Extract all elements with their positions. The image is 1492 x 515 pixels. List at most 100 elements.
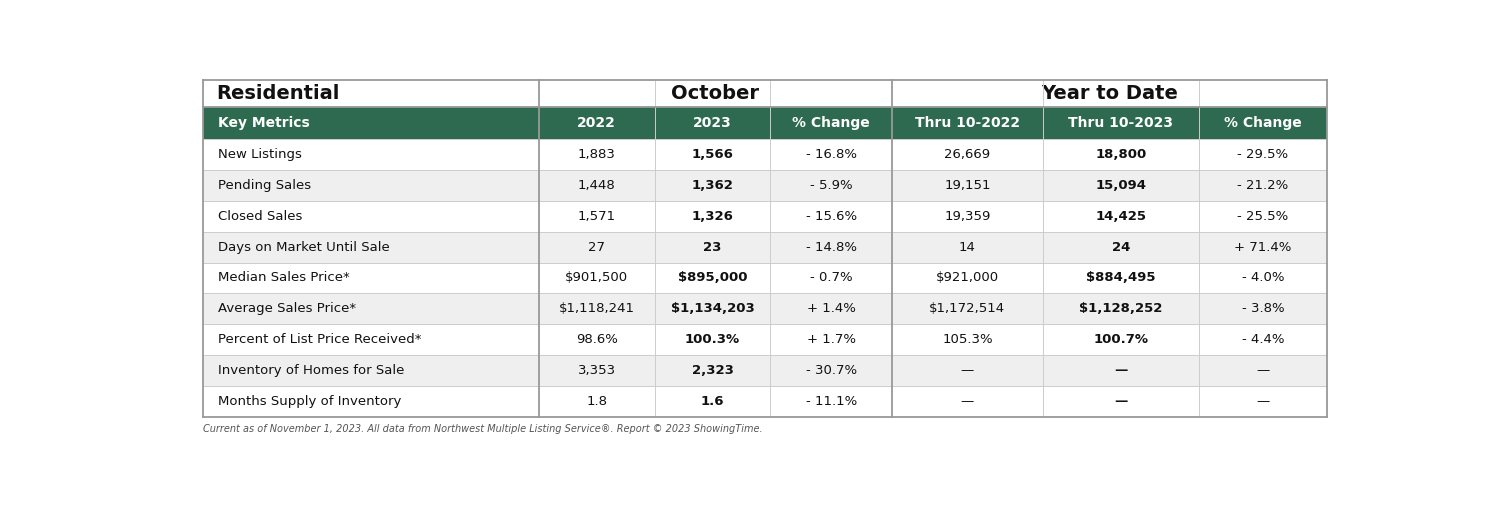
Bar (203, 232, 539, 263)
Bar (655, 170, 770, 201)
Bar (203, 263, 539, 294)
Text: Percent of List Price Received*: Percent of List Price Received* (218, 333, 421, 346)
Bar (1200, 232, 1326, 263)
Bar (892, 170, 1043, 201)
Text: 100.7%: 100.7% (1094, 333, 1149, 346)
Text: 18,800: 18,800 (1095, 148, 1146, 161)
Bar (1200, 355, 1326, 386)
Bar (770, 386, 892, 417)
Text: 1,326: 1,326 (692, 210, 734, 223)
Text: $1,128,252: $1,128,252 (1079, 302, 1162, 315)
Text: $1,172,514: $1,172,514 (930, 302, 1006, 315)
Text: - 3.8%: - 3.8% (1241, 302, 1285, 315)
Text: —: — (961, 364, 974, 377)
Bar (1043, 232, 1200, 263)
Bar (655, 139, 770, 170)
Bar (539, 263, 655, 294)
Bar (203, 80, 539, 107)
Text: Key Metrics: Key Metrics (218, 116, 309, 130)
Bar (770, 294, 892, 324)
Text: 1,571: 1,571 (577, 210, 616, 223)
Bar (1043, 201, 1200, 232)
Text: 100.3%: 100.3% (685, 333, 740, 346)
Bar (1043, 386, 1200, 417)
Bar (892, 139, 1043, 170)
Bar (655, 324, 770, 355)
Bar (539, 232, 655, 263)
Bar (770, 170, 892, 201)
Bar (1043, 355, 1200, 386)
Text: $895,000: $895,000 (677, 271, 747, 284)
Bar (892, 263, 1043, 294)
Bar (539, 324, 655, 355)
Text: 27: 27 (588, 241, 606, 253)
Text: New Listings: New Listings (218, 148, 301, 161)
Bar (539, 386, 655, 417)
Bar (539, 170, 655, 201)
Text: —: — (1256, 395, 1270, 408)
Text: $901,500: $901,500 (565, 271, 628, 284)
Bar (770, 232, 892, 263)
Bar (539, 201, 655, 232)
Bar (1043, 263, 1200, 294)
Text: Months Supply of Inventory: Months Supply of Inventory (218, 395, 401, 408)
Text: 23: 23 (703, 241, 722, 253)
Text: - 29.5%: - 29.5% (1237, 148, 1289, 161)
Bar (1043, 170, 1200, 201)
Text: Residential: Residential (216, 83, 340, 102)
Text: - 25.5%: - 25.5% (1237, 210, 1289, 223)
Bar (770, 107, 892, 139)
Bar (539, 294, 655, 324)
Text: $921,000: $921,000 (935, 271, 1000, 284)
Text: - 14.8%: - 14.8% (806, 241, 856, 253)
Text: - 0.7%: - 0.7% (810, 271, 852, 284)
Text: Inventory of Homes for Sale: Inventory of Homes for Sale (218, 364, 404, 377)
Text: 19,151: 19,151 (944, 179, 991, 192)
Bar (203, 294, 539, 324)
Text: Thru 10-2022: Thru 10-2022 (915, 116, 1021, 130)
Bar (655, 107, 770, 139)
Bar (770, 263, 892, 294)
Text: —: — (1115, 395, 1128, 408)
Bar (539, 80, 892, 107)
Bar (1043, 294, 1200, 324)
Bar (892, 232, 1043, 263)
Bar (203, 170, 539, 201)
Text: 98.6%: 98.6% (576, 333, 618, 346)
Bar (539, 107, 655, 139)
Text: + 1.4%: + 1.4% (807, 302, 856, 315)
Bar (655, 294, 770, 324)
Bar (655, 201, 770, 232)
Text: 15,094: 15,094 (1095, 179, 1146, 192)
Text: 3,353: 3,353 (577, 364, 616, 377)
Text: $1,134,203: $1,134,203 (670, 302, 755, 315)
Bar (539, 355, 655, 386)
Text: Closed Sales: Closed Sales (218, 210, 301, 223)
Text: - 4.4%: - 4.4% (1241, 333, 1285, 346)
Text: —: — (1256, 364, 1270, 377)
Text: $1,118,241: $1,118,241 (558, 302, 634, 315)
Bar (655, 386, 770, 417)
Bar (892, 107, 1043, 139)
Bar (1043, 324, 1200, 355)
Bar (1043, 107, 1200, 139)
Bar (1200, 107, 1326, 139)
Text: - 4.0%: - 4.0% (1241, 271, 1285, 284)
Bar (1200, 263, 1326, 294)
Text: $884,495: $884,495 (1086, 271, 1156, 284)
Bar (203, 324, 539, 355)
Text: Thru 10-2023: Thru 10-2023 (1068, 116, 1173, 130)
Bar (770, 324, 892, 355)
Text: + 71.4%: + 71.4% (1234, 241, 1292, 253)
Text: 1.8: 1.8 (586, 395, 607, 408)
Text: 14,425: 14,425 (1095, 210, 1146, 223)
Text: - 15.6%: - 15.6% (806, 210, 856, 223)
Bar (892, 386, 1043, 417)
Bar (203, 386, 539, 417)
Text: —: — (961, 395, 974, 408)
Text: Pending Sales: Pending Sales (218, 179, 310, 192)
Bar (655, 232, 770, 263)
Bar (1200, 201, 1326, 232)
Bar (892, 355, 1043, 386)
Bar (892, 201, 1043, 232)
